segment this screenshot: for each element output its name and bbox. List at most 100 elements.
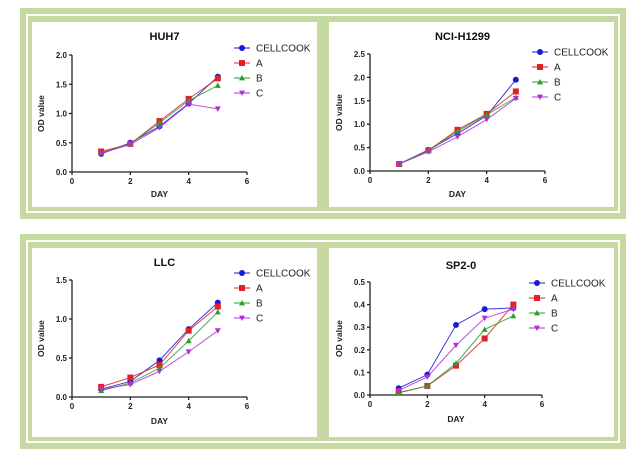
x-tick-label: 0 — [70, 177, 75, 186]
series-c — [98, 101, 221, 157]
y-axis-label: OD value — [334, 94, 344, 131]
series-a — [98, 75, 221, 155]
y-tick-label: 2.5 — [354, 50, 366, 59]
y-tick-label: 0.5 — [56, 139, 68, 148]
data-point — [185, 97, 192, 104]
legend-marker — [537, 64, 543, 70]
panel-sp2-0 — [329, 248, 614, 437]
legend-label: A — [256, 59, 263, 70]
data-point — [127, 142, 134, 148]
y-axis-label: OD value — [36, 95, 46, 132]
series-c — [98, 328, 221, 393]
x-tick-label: 2 — [426, 176, 431, 185]
data-point — [510, 306, 517, 313]
series-cellcook — [98, 299, 221, 393]
series-line — [100, 76, 219, 155]
legend-label: CELLCOOK — [256, 44, 311, 55]
series-cellcook — [396, 76, 519, 167]
chart-title: NCI-H1299 — [435, 31, 490, 43]
y-tick-label: 1.0 — [56, 315, 68, 324]
x-tick-label: 6 — [543, 176, 548, 185]
data-point — [185, 101, 192, 108]
y-tick-label: 0.0 — [56, 393, 68, 402]
chart-nci-h1299: NCI-H1299 0 2 4 6 0.0 0.5 1.0 1.5 2.0 2.5 DAY OD val… — [334, 31, 609, 199]
x-tick-label: 4 — [482, 400, 487, 409]
series-line — [398, 308, 514, 391]
data-point — [127, 382, 134, 388]
series-line — [101, 77, 219, 153]
x-axis-label: DAY — [151, 189, 168, 199]
y-tick-label: 1.5 — [56, 276, 68, 285]
data-point — [214, 303, 221, 310]
data-point — [156, 368, 163, 375]
y-tick-label: 0.0 — [354, 167, 366, 176]
legend-label: A — [256, 284, 263, 295]
chart-title: LLC — [154, 257, 175, 269]
y-tick-label: 0.5 — [354, 144, 366, 153]
y-axis-label: OD value — [36, 320, 46, 357]
legend-marker — [239, 270, 245, 276]
x-tick-label: 4 — [186, 177, 191, 186]
legend-marker — [239, 315, 245, 321]
y-tick-label: 1.0 — [56, 110, 68, 119]
y-tick-label: 1.5 — [56, 80, 68, 89]
x-tick-label: 0 — [368, 176, 373, 185]
data-point — [510, 301, 517, 308]
y-tick-label: 2.0 — [56, 51, 68, 60]
data-point — [453, 360, 459, 366]
x-axis-label: DAY — [449, 189, 466, 199]
data-point — [156, 357, 163, 364]
data-point — [483, 117, 490, 123]
y-tick-label: 0.1 — [354, 368, 366, 377]
series-cellcook — [98, 73, 221, 157]
data-point — [512, 88, 519, 95]
legend-label: B — [256, 74, 263, 85]
legend-label: B — [551, 309, 558, 320]
data-point — [127, 374, 134, 381]
legend-marker — [239, 300, 245, 306]
x-tick-label: 6 — [245, 402, 250, 411]
legend-label: CELLCOOK — [554, 48, 609, 59]
data-point — [98, 386, 105, 393]
data-point — [481, 315, 488, 322]
x-tick-label: 6 — [540, 400, 545, 409]
x-tick-label: 6 — [245, 177, 250, 186]
top-frame — [20, 8, 626, 219]
data-point — [396, 161, 403, 167]
series-line — [101, 311, 219, 392]
legend-marker — [239, 285, 245, 291]
data-point — [214, 308, 221, 315]
data-point — [156, 362, 163, 369]
data-point — [156, 119, 163, 126]
legend-label: A — [551, 294, 558, 305]
chart-llc: LLC 0 2 4 6 0.0 0.5 1.0 1.5 DAY OD value CELLCOOK AB… — [36, 257, 311, 426]
data-point — [424, 374, 431, 380]
series-b — [98, 308, 221, 394]
data-point — [98, 150, 105, 157]
data-point — [481, 306, 488, 313]
data-point — [454, 134, 461, 140]
data-point — [481, 326, 488, 332]
y-tick-label: 1.5 — [354, 97, 366, 106]
x-axis-label: DAY — [447, 414, 464, 424]
data-point — [395, 388, 402, 394]
data-point — [453, 342, 459, 349]
data-point — [453, 321, 459, 328]
data-point — [512, 76, 519, 83]
legend-label: B — [554, 78, 561, 89]
chart-sp2-0: SP2-0 0 2 4 6 0.0 0.1 0.2 0.3 0.4 0.5 DAY OD value CE… — [334, 260, 606, 424]
legend-marker — [239, 75, 245, 81]
y-tick-label: 1.0 — [354, 120, 366, 129]
legend-label: CELLCOOK — [551, 279, 606, 290]
data-point — [454, 128, 461, 134]
series-c — [395, 306, 517, 394]
panel-nci-h1299 — [329, 22, 614, 207]
x-tick-label: 0 — [70, 402, 75, 411]
series-line — [398, 79, 517, 165]
legend-label: A — [554, 63, 561, 74]
bottom-frame — [20, 234, 626, 449]
y-tick-label: 0.5 — [56, 354, 68, 363]
top-frame-inner-line — [26, 14, 620, 213]
data-point — [214, 82, 221, 88]
